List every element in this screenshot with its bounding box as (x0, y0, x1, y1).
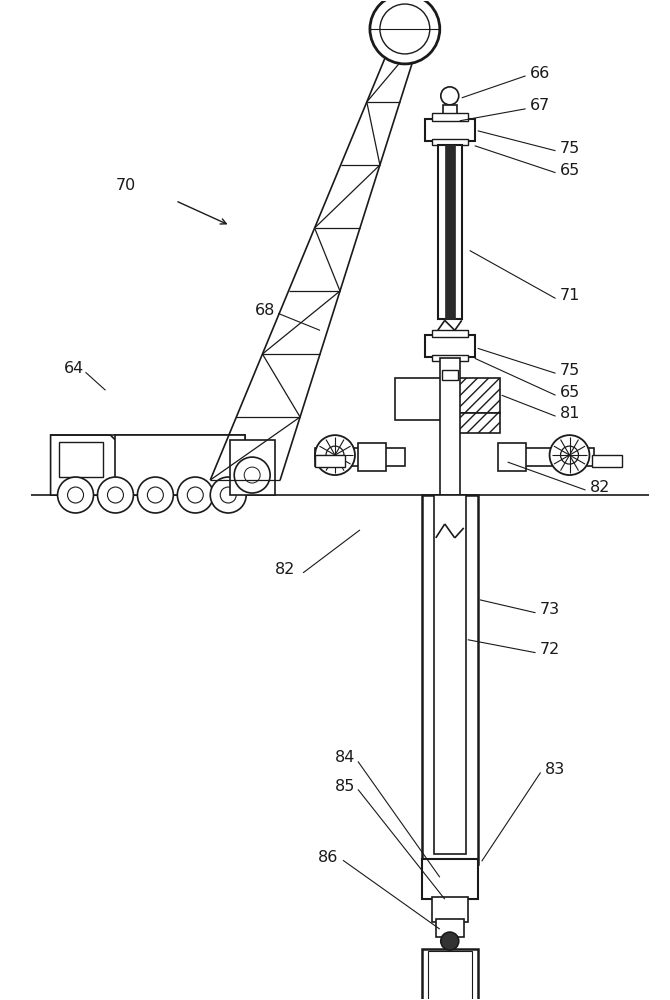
Bar (422, 859, 478, 899)
Text: 75: 75 (559, 141, 580, 156)
Bar (452, 413, 500, 433)
Circle shape (58, 477, 94, 513)
Text: 67: 67 (529, 98, 550, 113)
Bar (315, 448, 405, 466)
Text: 71: 71 (559, 288, 580, 303)
Bar (440, 358, 460, 498)
Text: 65: 65 (559, 385, 580, 400)
Circle shape (210, 477, 246, 513)
Circle shape (234, 457, 270, 493)
Bar (422, 949, 478, 1000)
Circle shape (561, 446, 578, 464)
Bar (431, 113, 468, 121)
Bar (500, 448, 594, 466)
Text: 73: 73 (539, 602, 559, 617)
Bar (431, 139, 468, 145)
Circle shape (315, 435, 355, 475)
Bar (442, 370, 458, 380)
Text: 84: 84 (335, 750, 355, 765)
Bar (428, 951, 472, 1000)
Bar (443, 105, 457, 123)
Bar (452, 378, 500, 413)
Bar (431, 355, 468, 361)
Circle shape (370, 0, 440, 64)
Bar (358, 443, 386, 471)
Circle shape (244, 467, 260, 483)
Bar (438, 145, 462, 319)
Bar (395, 378, 445, 420)
Polygon shape (51, 435, 121, 495)
Text: 85: 85 (335, 779, 355, 794)
Bar (58, 442, 103, 477)
Bar (498, 443, 525, 471)
Circle shape (178, 477, 213, 513)
Circle shape (147, 487, 163, 503)
Circle shape (137, 477, 174, 513)
Circle shape (441, 932, 459, 950)
Text: 82: 82 (275, 562, 295, 577)
Text: 70: 70 (115, 178, 136, 193)
Text: 83: 83 (545, 762, 565, 777)
Text: 75: 75 (559, 363, 580, 378)
Bar (315, 455, 345, 467)
Circle shape (326, 446, 344, 464)
Bar (115, 435, 245, 495)
Circle shape (68, 487, 84, 503)
Circle shape (107, 487, 123, 503)
Circle shape (188, 487, 203, 503)
Bar (592, 455, 622, 467)
Text: 66: 66 (529, 66, 550, 81)
Circle shape (549, 435, 590, 475)
Circle shape (220, 487, 237, 503)
Text: 82: 82 (590, 480, 610, 495)
Text: 64: 64 (64, 361, 84, 376)
Circle shape (445, 363, 455, 373)
Bar (422, 495, 478, 864)
Circle shape (441, 87, 459, 105)
Bar (230, 440, 275, 495)
Bar (433, 495, 466, 854)
Circle shape (380, 4, 429, 54)
Bar (51, 435, 245, 495)
Text: 81: 81 (559, 406, 580, 421)
Text: 86: 86 (318, 850, 338, 865)
Bar (425, 335, 475, 357)
Bar (425, 119, 475, 141)
Text: 65: 65 (559, 163, 580, 178)
Text: 72: 72 (539, 642, 560, 657)
Circle shape (98, 477, 133, 513)
Bar (431, 330, 468, 337)
Bar (436, 919, 464, 937)
Bar (431, 897, 468, 922)
Text: 68: 68 (255, 303, 275, 318)
Bar (445, 145, 455, 319)
